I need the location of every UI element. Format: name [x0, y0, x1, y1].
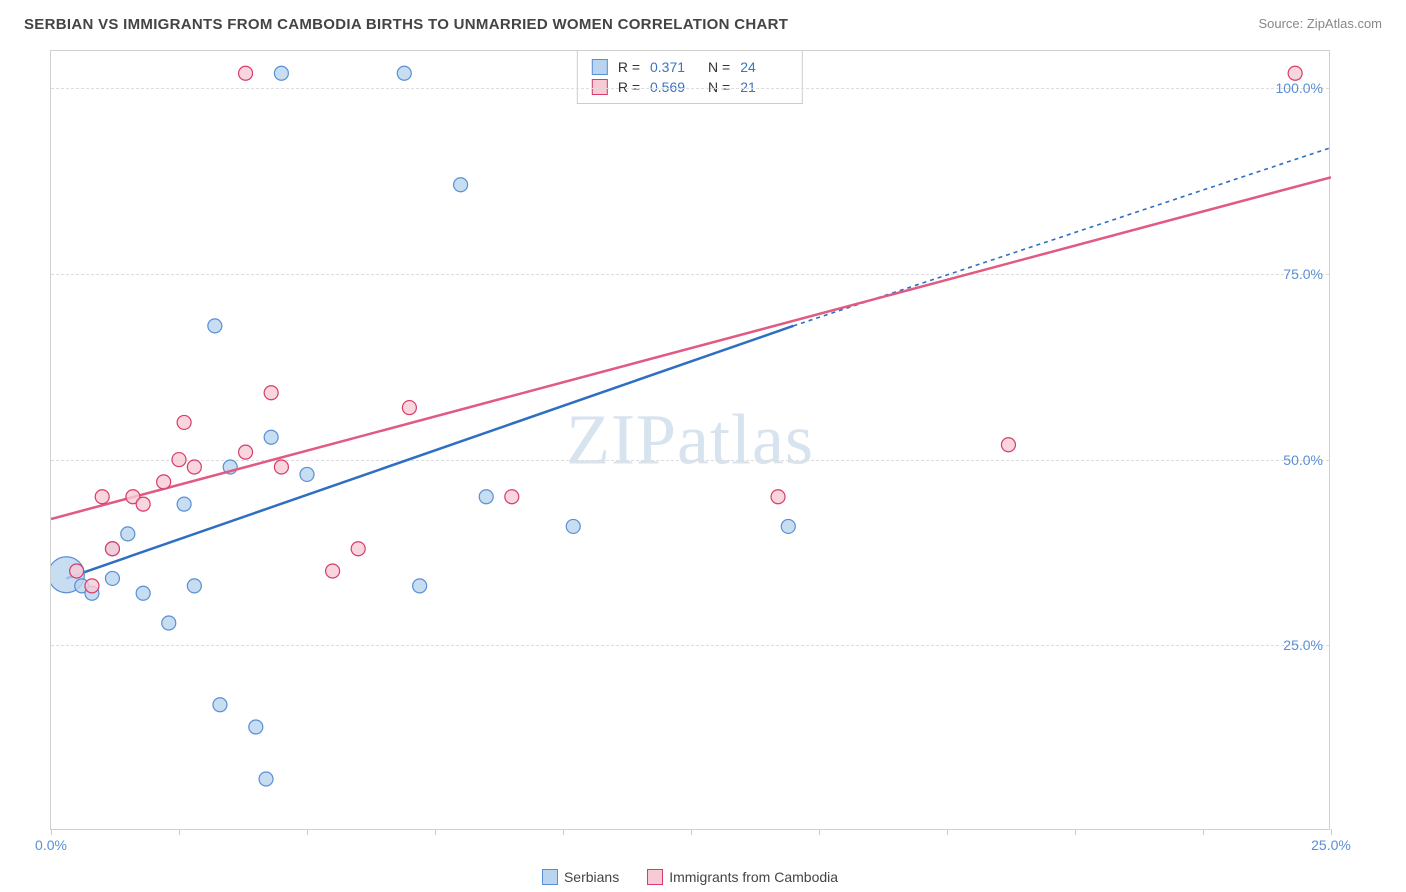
trend-line [51, 177, 1331, 519]
data-point [479, 490, 493, 504]
data-point [85, 579, 99, 593]
chart-header: SERBIAN VS IMMIGRANTS FROM CAMBODIA BIRT… [0, 0, 1406, 41]
x-tick [1331, 829, 1332, 835]
plot-svg [51, 51, 1331, 831]
data-point [781, 519, 795, 533]
data-point [70, 564, 84, 578]
data-point [274, 460, 288, 474]
data-point [300, 467, 314, 481]
data-point [121, 527, 135, 541]
data-point [177, 497, 191, 511]
data-point [95, 490, 109, 504]
x-tick-label: 25.0% [1311, 837, 1351, 853]
data-point [105, 542, 119, 556]
data-point [239, 66, 253, 80]
legend-swatch [542, 869, 558, 885]
data-point [274, 66, 288, 80]
data-point [172, 453, 186, 467]
data-point [454, 178, 468, 192]
data-point [505, 490, 519, 504]
source-attribution: Source: ZipAtlas.com [1258, 16, 1382, 31]
data-point [326, 564, 340, 578]
data-point [136, 586, 150, 600]
trend-line [66, 326, 793, 579]
data-point [413, 579, 427, 593]
data-point [105, 571, 119, 585]
data-point [402, 401, 416, 415]
legend-item: Serbians [542, 869, 619, 885]
data-point [351, 542, 365, 556]
data-point [136, 497, 150, 511]
data-point [771, 490, 785, 504]
x-tick-label: 0.0% [35, 837, 67, 853]
legend-swatch [647, 869, 663, 885]
data-point [213, 698, 227, 712]
scatter-chart: ZIPatlas R =0.371N =24R =0.569N =21 25.0… [50, 50, 1330, 830]
series-legend: Serbians Immigrants from Cambodia [50, 869, 1330, 888]
legend-label: Serbians [564, 869, 619, 885]
data-point [264, 430, 278, 444]
data-point [187, 579, 201, 593]
legend-item: Immigrants from Cambodia [647, 869, 838, 885]
data-point [208, 319, 222, 333]
data-point [249, 720, 263, 734]
legend-label: Immigrants from Cambodia [669, 869, 838, 885]
data-point [157, 475, 171, 489]
data-point [259, 772, 273, 786]
data-point [1288, 66, 1302, 80]
data-point [162, 616, 176, 630]
data-point [397, 66, 411, 80]
data-point [239, 445, 253, 459]
chart-title: SERBIAN VS IMMIGRANTS FROM CAMBODIA BIRT… [24, 16, 788, 33]
data-point [264, 386, 278, 400]
data-point [177, 415, 191, 429]
data-point [1001, 438, 1015, 452]
data-point [566, 519, 580, 533]
data-point [187, 460, 201, 474]
